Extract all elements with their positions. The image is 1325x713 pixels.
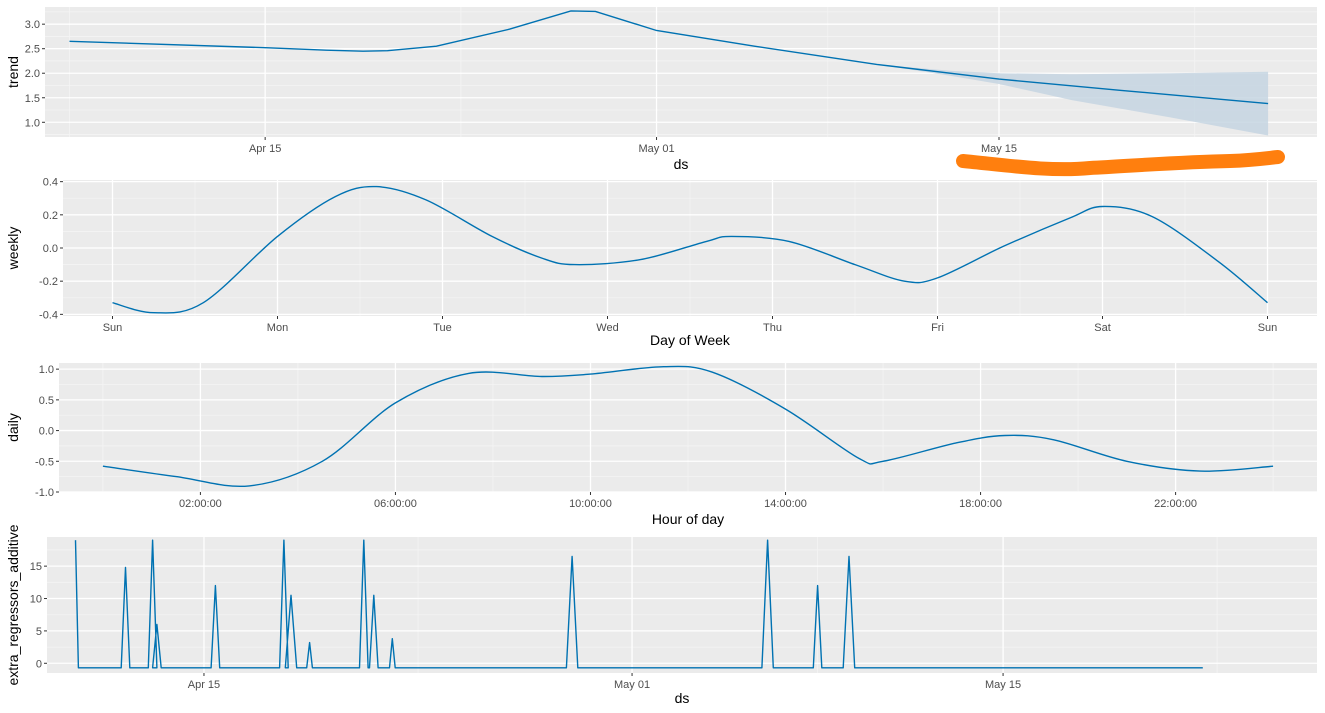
x-tick-label: 14:00:00: [764, 498, 807, 510]
y-tick-label: 3.0: [25, 19, 40, 31]
trend-panel: 1.0 1.5 2.0 2.5 3.0 Apr 15 May 01 May 15 ds trend: [5, 7, 1317, 172]
series-line: [74, 539, 1203, 669]
y-axis-title: trend: [5, 56, 21, 88]
y-axis-title: weekly: [5, 227, 21, 271]
x-tick-label: May 01: [614, 679, 650, 691]
y-tick-label: 0.0: [39, 426, 54, 438]
x-tick-label: May 15: [981, 143, 1017, 155]
x-tick-label: 10:00:00: [569, 498, 612, 510]
x-tick-label: 18:00:00: [959, 498, 1002, 510]
x-axis-title: ds: [675, 690, 690, 706]
x-tick-label: 22:00:00: [1154, 498, 1197, 510]
y-tick-label: 0: [36, 658, 42, 670]
y-tick-label: 1.5: [25, 93, 40, 105]
series-line: [102, 365, 1274, 488]
orange-highlight-scribble: [956, 150, 1285, 177]
y-tick-label: -0.2: [39, 276, 58, 288]
y-tick-label: 5: [36, 626, 42, 638]
series-line: [69, 10, 1269, 105]
y-tick-label: 2.5: [25, 44, 40, 56]
x-tick-label: Tue: [433, 322, 452, 334]
x-tick-label: 06:00:00: [374, 498, 417, 510]
extra-regressors-panel: 0 5 10 15 Apr 15 May 01 May 15 ds extra_regresso…: [5, 524, 1317, 706]
uncertainty-band: [876, 64, 1269, 136]
x-tick-label: Mon: [267, 322, 288, 334]
y-axis-title: daily: [5, 413, 21, 442]
weekly-panel: -0.4 -0.2 0.0 0.2 0.4 Sun Mon Tue Wed Thu Fri Sat Su…: [5, 177, 1317, 348]
y-tick-label: 0.2: [43, 210, 58, 222]
y-tick-label: 15: [30, 561, 42, 573]
x-tick-label: Fri: [931, 322, 944, 334]
series-line: [112, 185, 1268, 314]
x-tick-label: May 01: [638, 143, 674, 155]
y-tick-label: -0.5: [35, 456, 54, 468]
y-tick-label: 0.0: [43, 243, 58, 255]
x-tick-label: Sun: [103, 322, 123, 334]
panel-background: [47, 537, 1317, 673]
y-tick-label: -1.0: [35, 487, 54, 499]
x-tick-label: Thu: [763, 322, 782, 334]
y-tick-label: 1.0: [39, 364, 54, 376]
x-axis-title: Day of Week: [650, 332, 731, 348]
y-tick-label: -0.4: [39, 309, 58, 321]
x-axis-title: ds: [674, 156, 689, 172]
y-tick-label: 1.0: [25, 117, 40, 129]
y-tick-label: 2.0: [25, 68, 40, 80]
y-tick-label: 0.4: [43, 177, 58, 189]
y-tick-label: 10: [30, 594, 42, 606]
x-axis-title: Hour of day: [652, 511, 724, 527]
x-tick-label: Apr 15: [249, 143, 281, 155]
panel-background: [45, 7, 1317, 137]
x-tick-label: Sat: [1094, 322, 1111, 334]
x-tick-label: 02:00:00: [179, 498, 222, 510]
daily-panel: -1.0 -0.5 0.0 0.5 1.0 02:00:00 06:00:00 10:00:0…: [5, 363, 1317, 527]
x-tick-label: Apr 15: [188, 679, 220, 691]
x-tick-label: May 15: [985, 679, 1021, 691]
x-tick-label: Wed: [596, 322, 618, 334]
y-tick-label: 0.5: [39, 395, 54, 407]
y-axis-title: extra_regressors_additive: [5, 524, 21, 685]
x-tick-label: Sun: [1258, 322, 1278, 334]
